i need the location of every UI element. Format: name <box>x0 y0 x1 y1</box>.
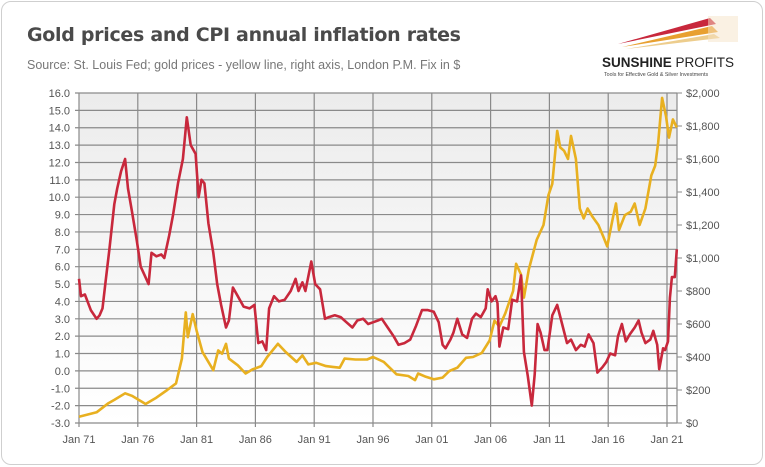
y-right-tick-label: $1,600 <box>686 154 720 166</box>
y-left-tick-label: 1.0 <box>55 349 70 361</box>
x-tick-label: Jan 86 <box>239 434 272 446</box>
y-left-tick-label: -1.0 <box>51 383 70 395</box>
y-left-tick-label: 9.0 <box>55 210 70 222</box>
y-right-tick-label: $800 <box>686 286 710 298</box>
x-tick-label: Jan 71 <box>62 434 95 446</box>
x-tick-label: Jan 91 <box>298 434 331 446</box>
svg-text:SUNSHINE PROFITS: SUNSHINE PROFITS <box>602 55 734 70</box>
x-tick-label: Jan 96 <box>356 434 389 446</box>
x-tick-label: Jan 76 <box>121 434 154 446</box>
x-tick-label: Jan 21 <box>650 434 683 446</box>
y-right-tick-label: $1,800 <box>686 121 720 133</box>
y-left-tick-label: 4.0 <box>55 296 70 308</box>
y-left-tick-label: 11.0 <box>49 175 70 187</box>
x-tick-label: Jan 16 <box>592 434 625 446</box>
y-left-tick-label: 15.0 <box>49 105 70 117</box>
chart-subtitle: Source: St. Louis Fed; gold prices - yel… <box>27 58 461 72</box>
y-right-tick-label: $600 <box>686 319 710 331</box>
y-left-tick-label: 13.0 <box>49 140 70 152</box>
y-left-tick-label: 2.0 <box>55 331 70 343</box>
x-tick-label: Jan 11 <box>533 434 565 446</box>
x-tick-label: Jan 81 <box>180 434 213 446</box>
y-right-tick-label: $2,000 <box>686 88 720 100</box>
y-right-tick-label: $0 <box>686 418 698 430</box>
gold-price-line <box>78 96 678 418</box>
y-right-tick-label: $200 <box>686 385 710 397</box>
plot-area <box>79 93 677 423</box>
y-right-tick-label: $400 <box>686 352 710 364</box>
y-left-tick-label: -3.0 <box>51 418 70 430</box>
y-left-tick-label: 6.0 <box>55 262 70 274</box>
cpi-inflation-line <box>77 116 679 407</box>
y-left-tick-label: 16.0 <box>49 88 70 100</box>
sun-rays-swoosh-icon: SUNSHINE PROFITS Tools for Effective Gol… <box>602 16 738 78</box>
y-left-tick-label: 8.0 <box>55 227 70 239</box>
y-left-tick-label: -2.0 <box>51 401 70 413</box>
y-right-tick-label: $1,400 <box>686 187 720 199</box>
svg-text:Tools for Effective Gold & Sil: Tools for Effective Gold & Silver Invest… <box>604 72 708 78</box>
y-left-tick-label: 12.0 <box>49 157 70 169</box>
x-tick-label: Jan 01 <box>415 434 448 446</box>
y-left-tick-label: 5.0 <box>55 279 70 291</box>
y-left-tick-label: 0.0 <box>55 366 70 378</box>
chart-title: Gold prices and CPI annual inflation rat… <box>27 24 461 46</box>
y-right-tick-label: $1,000 <box>686 253 720 265</box>
y-left-tick-label: 10.0 <box>49 192 70 204</box>
y-right-tick-label: $1,200 <box>686 220 720 232</box>
y-left-tick-label: 3.0 <box>55 314 70 326</box>
x-tick-label: Jan 06 <box>474 434 507 446</box>
sunshine-profits-logo: SUNSHINE PROFITS Tools for Effective Gol… <box>600 14 760 80</box>
y-left-tick-label: 7.0 <box>55 244 70 256</box>
axis-ticks: 16.0 15.0 14.0 13.0 12.0 11.0 10.0 9.0 8.0 7.0 6.0… <box>49 88 720 446</box>
y-left-tick-label: 14.0 <box>49 123 70 135</box>
gridlines <box>75 92 682 427</box>
